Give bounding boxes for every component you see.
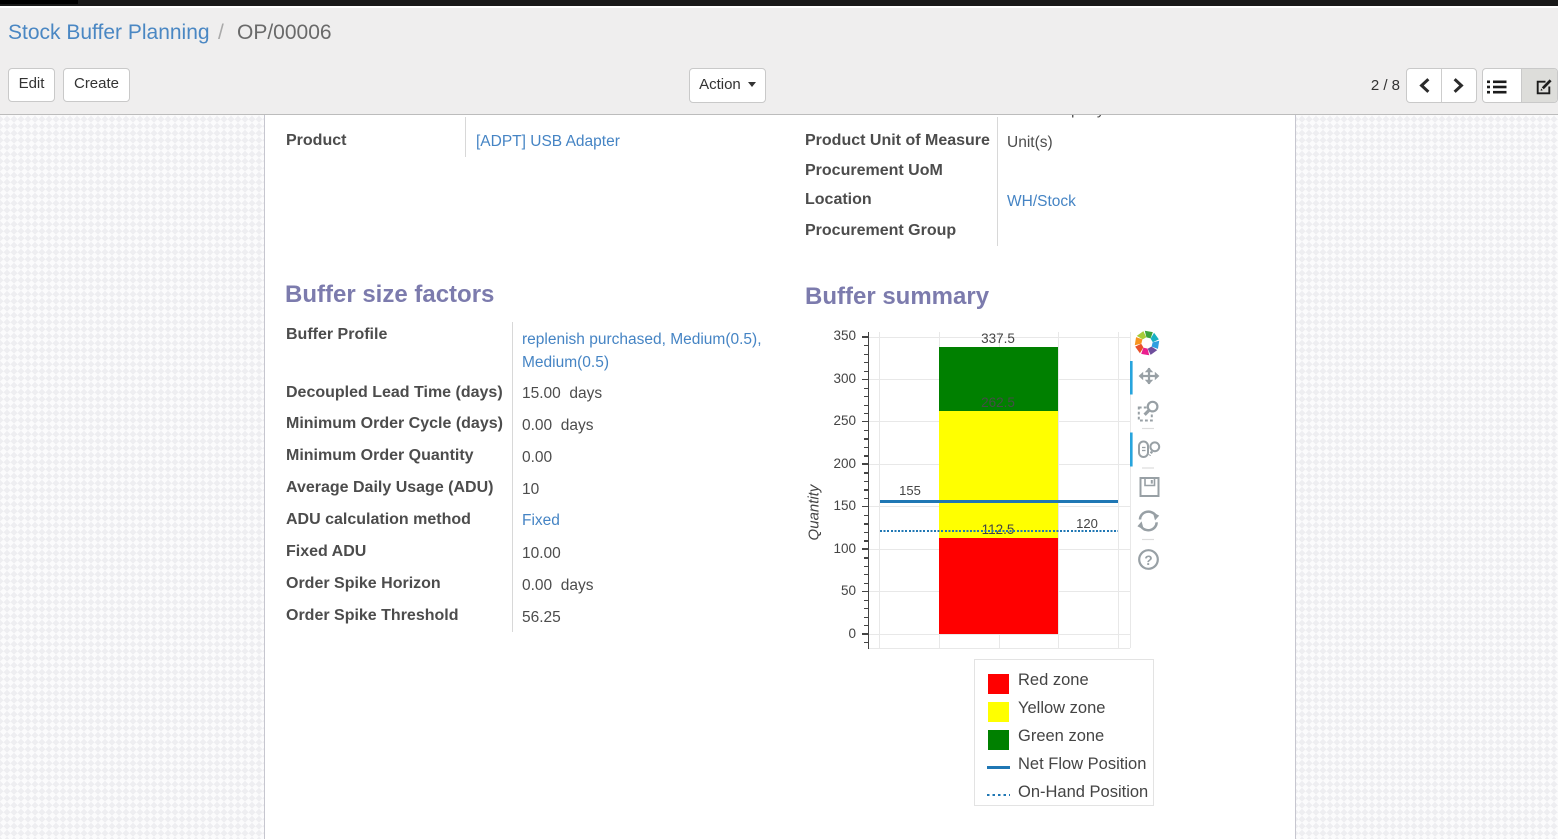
- svg-text:?: ?: [1144, 553, 1152, 568]
